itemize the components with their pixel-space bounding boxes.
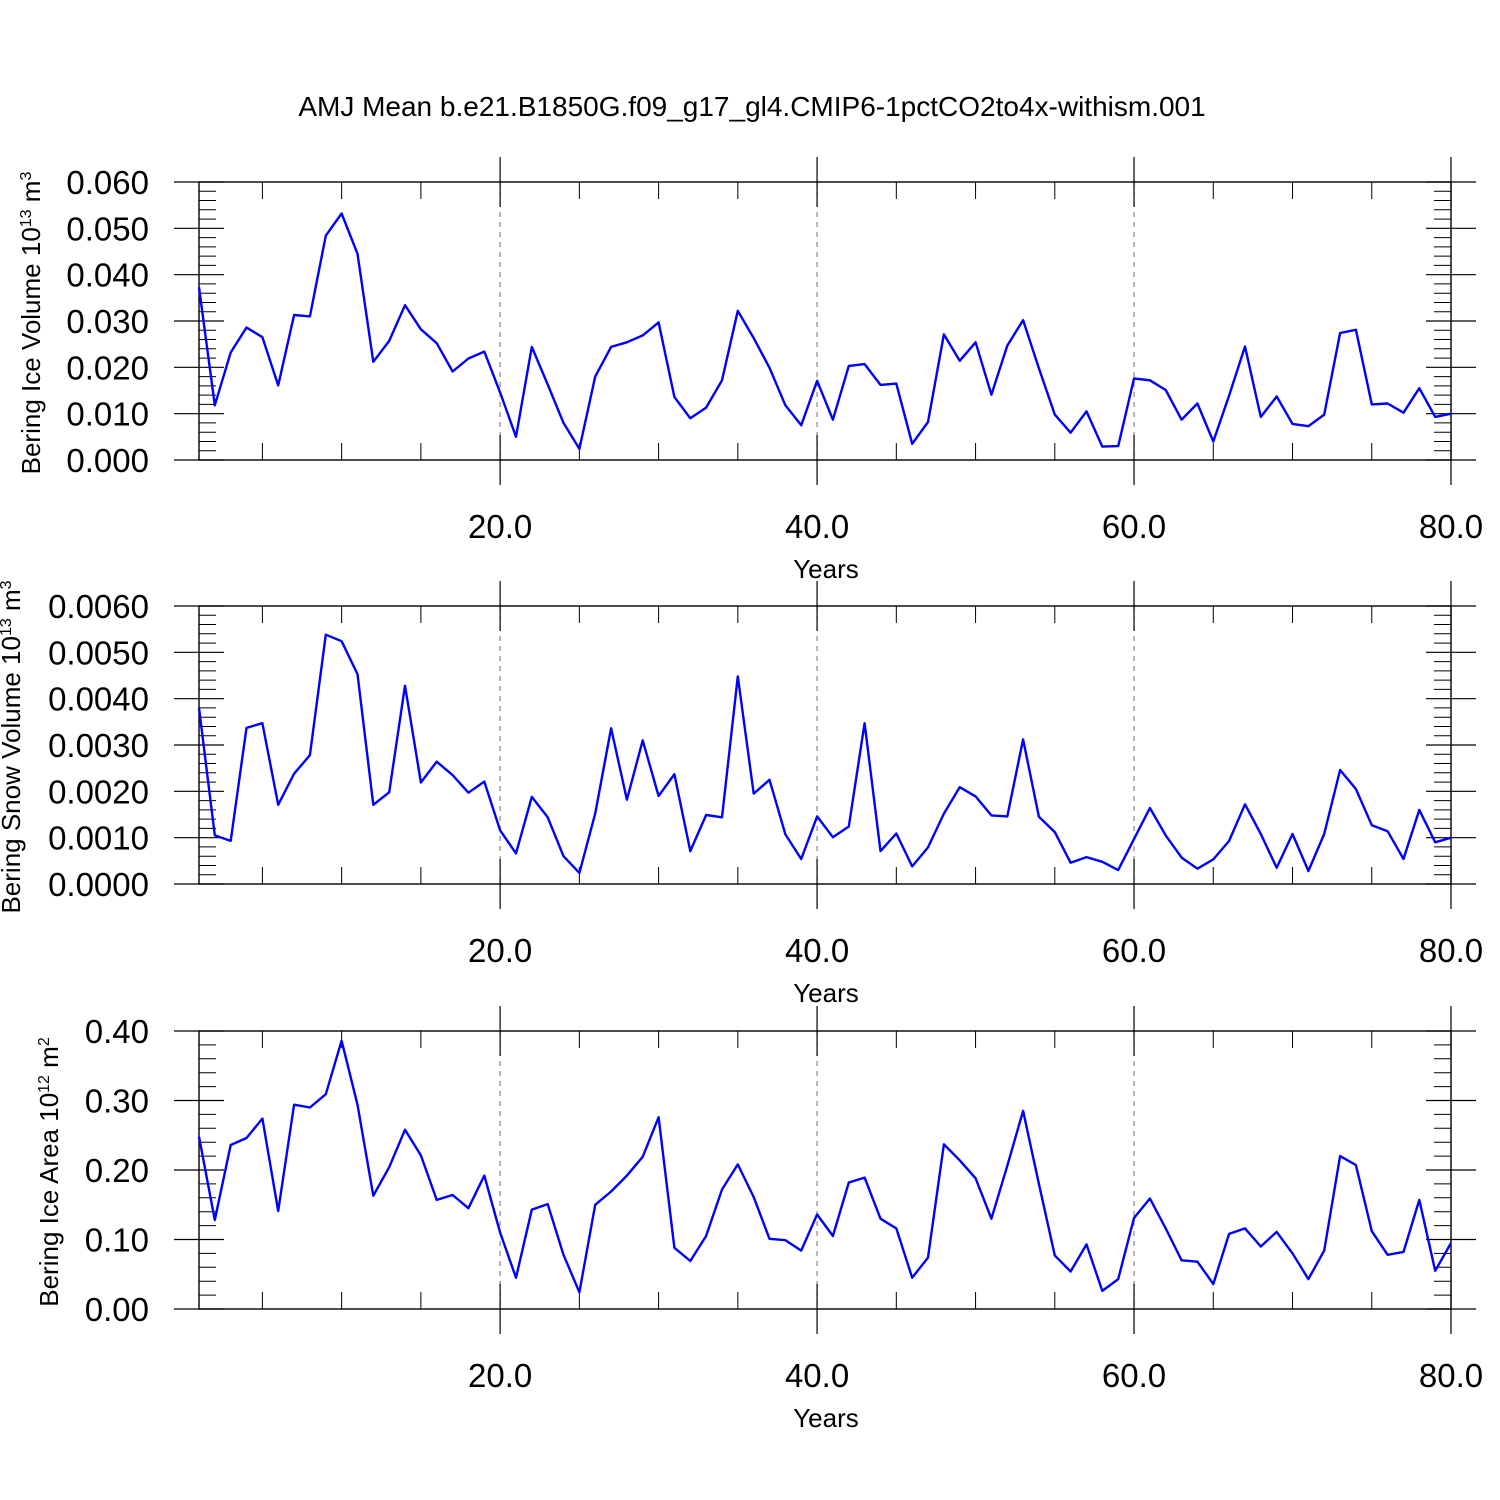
- y-tick-label: 0.30: [85, 1083, 149, 1120]
- y-tick-label: 0.10: [85, 1222, 149, 1259]
- panel-2: 20.0 40.0 60.0 80.0 Years 0.0000 0.0010 0.0020 0…: [0, 580, 1483, 1008]
- chart-title: AMJ Mean b.e21.B1850G.f09_g17_gl4.CMIP6-…: [298, 91, 1205, 122]
- x-tick-label: 20.0: [468, 932, 532, 969]
- x-tick-label: 40.0: [785, 932, 849, 969]
- y-axis-title-part: Bering Snow Volume 10: [0, 636, 26, 914]
- y-tick-label: 0.40: [85, 1013, 149, 1050]
- y-axis-title-superscript: 2: [36, 1037, 53, 1046]
- y-axis-title-superscript: 12: [36, 1075, 53, 1093]
- y-axis-title-part: m: [0, 589, 26, 618]
- y-tick-label: 0.060: [66, 164, 149, 201]
- panel-1: 20.0 40.0 60.0 80.0 Years 0.000 0.010 0.020 0.03…: [16, 157, 1483, 584]
- x-tick-label: 20.0: [468, 508, 532, 545]
- plot-frame: [198, 605, 1452, 885]
- y-tick-label: 0.0030: [48, 727, 149, 764]
- y-axis-title-part: Bering Ice Area 10: [34, 1093, 64, 1307]
- y-tick-label: 0.00: [85, 1291, 149, 1328]
- y-tick-label: 0.0040: [48, 681, 149, 718]
- x-axis-title: Years: [793, 978, 859, 1008]
- x-tick-label: 60.0: [1102, 932, 1166, 969]
- y-tick-label: 0.0050: [48, 634, 149, 671]
- y-tick-label: 0.0000: [48, 866, 149, 903]
- series-line: [197, 633, 1452, 875]
- x-tick-label: 20.0: [468, 1357, 532, 1394]
- y-axis-title: Bering Ice Area 1012 m2: [34, 1037, 64, 1307]
- y-tick-label: 0.030: [66, 303, 149, 340]
- y-axis-title-superscript: 13: [0, 618, 15, 636]
- y-axis-title-part: m: [16, 181, 46, 210]
- x-tick-label: 80.0: [1419, 1357, 1483, 1394]
- y-tick-label: 0.020: [66, 349, 149, 386]
- x-tick-label: 60.0: [1102, 1357, 1166, 1394]
- y-tick-label: 0.0010: [48, 820, 149, 857]
- y-axis-title-superscript: 3: [18, 172, 35, 181]
- y-tick-label: 0.040: [66, 257, 149, 294]
- x-tick-label: 40.0: [785, 1357, 849, 1394]
- y-tick-label: 0.0020: [48, 773, 149, 810]
- x-tick-label: 40.0: [785, 508, 849, 545]
- x-tick-label: 60.0: [1102, 508, 1166, 545]
- x-axis-title: Years: [793, 1403, 859, 1433]
- plot-frame: [198, 181, 1452, 461]
- y-axis-title-superscript: 3: [0, 580, 15, 589]
- y-tick-label: 0.010: [66, 396, 149, 433]
- x-tick-label: 80.0: [1419, 932, 1483, 969]
- series-line: [197, 1039, 1453, 1294]
- panel-3: 20.0 40.0 60.0 80.0 Years 0.00 0.10 0.20 0.30 0.4…: [34, 1006, 1483, 1433]
- y-axis-title-part: m: [34, 1046, 64, 1075]
- y-axis-title-part: Bering Ice Volume 10: [16, 227, 46, 474]
- y-axis-title: Bering Snow Volume 1013 m3: [0, 580, 26, 913]
- x-tick-label: 80.0: [1419, 508, 1483, 545]
- y-axis-title-superscript: 13: [18, 209, 35, 227]
- y-axis-title: Bering Ice Volume 1013 m3: [16, 172, 46, 475]
- x-axis-title: Years: [793, 554, 859, 584]
- y-tick-label: 0.0060: [48, 588, 149, 625]
- y-tick-label: 0.000: [66, 442, 149, 479]
- series-line: [197, 212, 1452, 451]
- y-tick-label: 0.20: [85, 1152, 149, 1189]
- y-tick-label: 0.050: [66, 210, 149, 247]
